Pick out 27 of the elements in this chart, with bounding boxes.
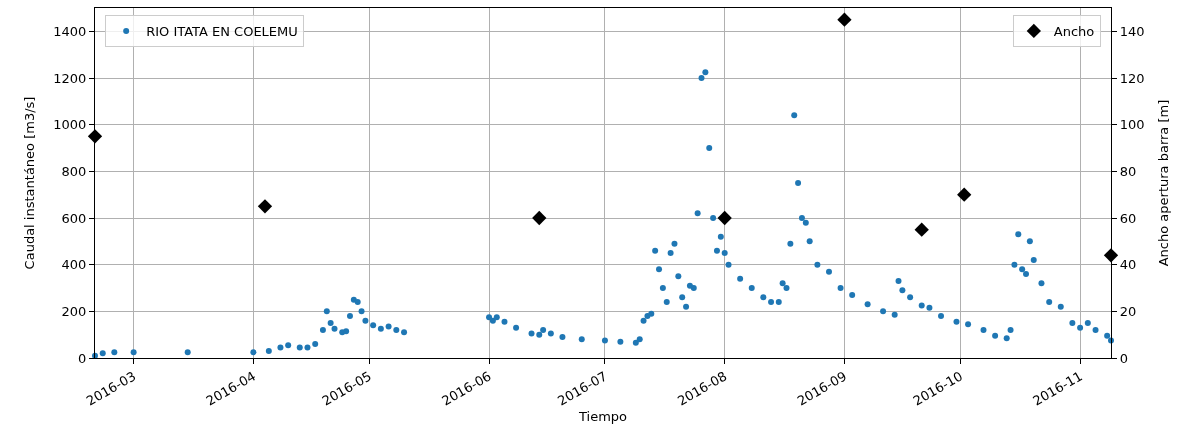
y2-tick-label: 40 xyxy=(1119,257,1137,273)
y-tick-label: 0 xyxy=(78,350,87,366)
y2-tick-label: 20 xyxy=(1119,303,1137,319)
point xyxy=(717,210,732,226)
y2-axis-title: Ancho apertura barra [m] xyxy=(1156,99,1172,267)
point xyxy=(257,199,273,214)
y-tick-label: 1400 xyxy=(53,23,87,39)
point xyxy=(532,210,547,226)
point xyxy=(914,222,929,237)
y-tick-label: 800 xyxy=(61,163,87,179)
y-tick-label: 1000 xyxy=(53,117,87,133)
y-axis-title: Caudal instantáneo [m3/s] xyxy=(22,96,38,270)
y2-tick-label: 100 xyxy=(1119,117,1145,133)
y-tick-label: 600 xyxy=(61,210,87,226)
y2-tick-label: 140 xyxy=(1119,23,1145,39)
y-tick-label: 1200 xyxy=(53,70,87,86)
y-tick-label: 400 xyxy=(61,257,87,273)
y2-tick-label: 120 xyxy=(1119,70,1145,86)
legend-label: Ancho xyxy=(1053,24,1095,40)
y2-tick-label: 80 xyxy=(1119,163,1137,179)
y-tick-label: 200 xyxy=(61,303,87,319)
x-axis-title: Tiempo xyxy=(577,409,628,425)
y2-tick-label: 60 xyxy=(1119,210,1137,226)
y2-tick-label: 0 xyxy=(1119,350,1128,366)
legend-label: RIO ITATA EN COELEMU xyxy=(146,24,298,40)
point xyxy=(957,187,972,202)
point xyxy=(837,12,852,27)
